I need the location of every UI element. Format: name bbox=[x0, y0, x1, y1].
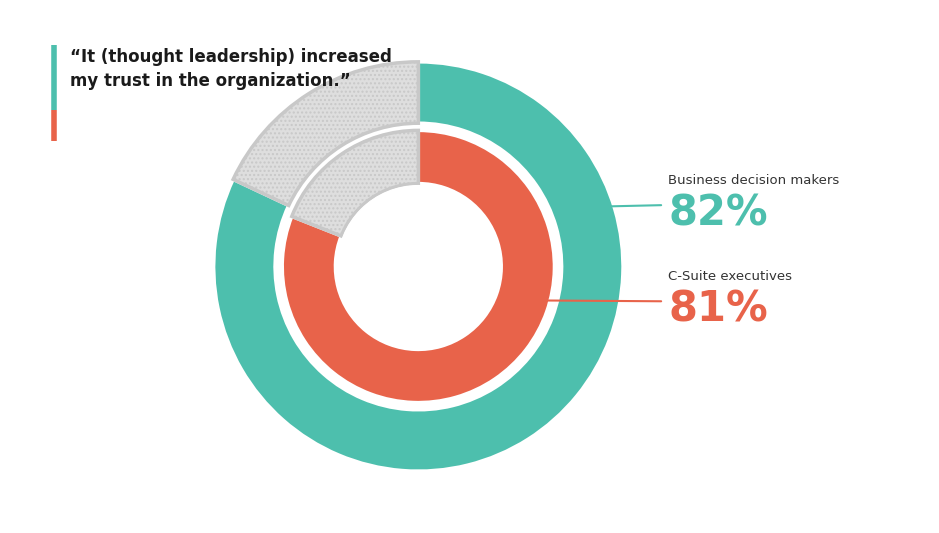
Text: 82%: 82% bbox=[668, 192, 768, 235]
Text: Business decision makers: Business decision makers bbox=[668, 174, 839, 187]
Wedge shape bbox=[214, 62, 623, 471]
Circle shape bbox=[337, 185, 500, 348]
Wedge shape bbox=[283, 131, 554, 402]
Text: “It (thought leadership) increased
my trust in the organization.”: “It (thought leadership) increased my tr… bbox=[70, 48, 393, 90]
Text: 81%: 81% bbox=[668, 288, 768, 330]
Wedge shape bbox=[292, 131, 419, 236]
Text: C-Suite executives: C-Suite executives bbox=[668, 270, 792, 283]
Wedge shape bbox=[233, 62, 419, 206]
